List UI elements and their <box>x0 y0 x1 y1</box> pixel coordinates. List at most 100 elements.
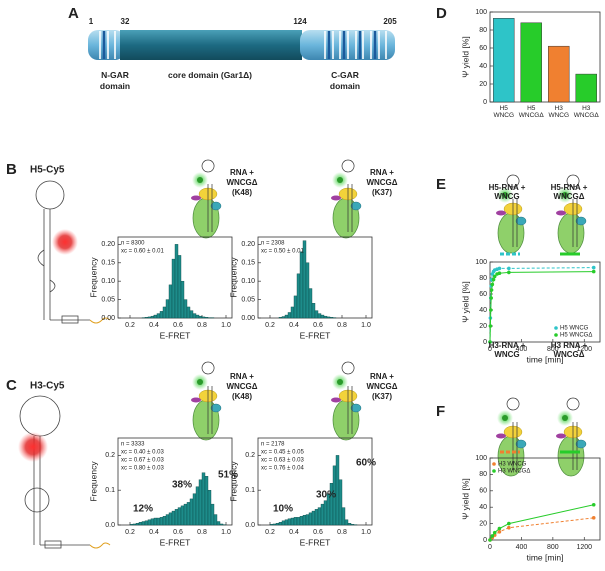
legend-label: H5 WNCG <box>560 326 589 332</box>
histogram-bar <box>177 255 182 319</box>
y-tick-label: 0.00 <box>241 315 255 322</box>
x-axis-label: time [min] <box>527 354 564 364</box>
y-tick-label: 60 <box>479 45 487 52</box>
histogram-bar <box>290 306 295 319</box>
complex-cartoon <box>190 159 222 239</box>
y-axis-label: Ψ yield [%] <box>460 281 470 323</box>
x-tick-label: 1.0 <box>361 529 371 536</box>
panel-label: F <box>436 403 445 420</box>
x-tick-label: 0.8 <box>337 529 347 536</box>
x-tick-label: 0.2 <box>265 322 275 329</box>
histogram-bar <box>293 295 298 319</box>
histogram-bar <box>308 288 313 319</box>
x-tick-label: 0.2 <box>125 529 135 536</box>
plot-frame <box>489 261 601 343</box>
y-tick-label: 0.0 <box>105 522 115 529</box>
x-tick-label: 0.8 <box>197 322 207 329</box>
x-tick-label: 0.8 <box>197 529 207 536</box>
bar <box>520 22 542 103</box>
y-tick-label: 100 <box>475 9 487 16</box>
histogram-bar <box>296 517 301 526</box>
x-axis-label: E-FRET <box>300 537 331 547</box>
histogram-bar <box>305 514 310 526</box>
histogram-bar <box>156 517 161 526</box>
histogram-bar <box>284 519 289 526</box>
plot-frame <box>489 11 601 103</box>
x-tick-label: 0.2 <box>265 529 275 536</box>
condition-header: H3-RNA + WNCG <box>488 341 526 359</box>
y-tick-label: 0.2 <box>245 452 255 459</box>
histogram-bar <box>159 517 164 526</box>
histogram-bar <box>338 479 343 526</box>
y-tick-label: 40 <box>479 63 487 70</box>
condition-label: RNA + WNCGΔ (K48) <box>226 372 258 401</box>
condition-header: H5-RNA + WNCG <box>488 183 526 201</box>
histogram-bar <box>350 524 355 526</box>
bar <box>548 45 570 103</box>
legend-marker <box>554 326 558 330</box>
histogram-bar <box>198 479 203 526</box>
histogram-bar <box>320 314 325 319</box>
blue-stripes <box>102 31 377 59</box>
x-tick-label: 1.0 <box>221 322 231 329</box>
histogram-bar <box>296 273 301 319</box>
histogram-bar <box>347 523 352 526</box>
cy5-dye <box>52 229 78 255</box>
x-tick-label: 0.2 <box>125 322 135 329</box>
series-line <box>489 504 594 541</box>
y-tick-label: 0.10 <box>241 278 255 285</box>
histogram-bar <box>186 306 191 319</box>
histogram-bar <box>308 512 313 526</box>
histogram-bar <box>153 314 158 319</box>
histogram-bar <box>165 514 170 526</box>
legend-marker <box>492 469 496 473</box>
peak-label: 10% <box>273 504 293 515</box>
annotation: xc = 0.60 ± 0.01 <box>121 249 164 255</box>
complex-cartoon <box>330 361 362 441</box>
legend-marker <box>492 462 496 466</box>
panel-label: A <box>68 5 79 22</box>
construct-name: H3-Cy5 <box>30 381 65 392</box>
position-label: 1 <box>89 17 94 26</box>
histogram-bar <box>201 316 206 319</box>
histogram-bar <box>293 517 298 526</box>
data-point <box>489 288 494 292</box>
series-line <box>489 517 594 541</box>
data-point <box>490 282 495 287</box>
histogram-bar <box>290 517 295 526</box>
histogram-bar <box>219 523 224 526</box>
histogram-bar <box>195 314 200 319</box>
y-tick-label: 0.1 <box>105 487 115 494</box>
y-tick-label: 0.2 <box>105 452 115 459</box>
y-tick-label: 0 <box>483 99 487 106</box>
legend-marker <box>554 333 558 337</box>
peak-label: 60% <box>356 458 376 469</box>
data-point <box>488 340 492 344</box>
histogram-bar <box>311 303 316 319</box>
x-tick-label: 0.4 <box>149 322 159 329</box>
x-tick-label: 0.6 <box>313 529 323 536</box>
x-axis-label: E-FRET <box>160 330 191 340</box>
histogram-bar <box>198 315 203 319</box>
histogram-bar <box>132 523 137 526</box>
y-axis-label: Frequency <box>88 461 98 502</box>
y-tick-label: 0.00 <box>101 315 115 322</box>
condition-label: RNA + WNCGΔ (K37) <box>366 168 398 197</box>
y-tick-label: 0.0 <box>245 522 255 529</box>
peak-label: 51% <box>218 470 238 481</box>
x-tick-label: H5 WNCG <box>493 105 515 119</box>
data-point <box>497 271 502 276</box>
histogram-bar <box>269 524 274 526</box>
histogram-bar <box>314 310 319 319</box>
data-point <box>591 265 596 270</box>
x-tick-label: 0 <box>488 346 492 353</box>
histogram-bar <box>207 490 212 526</box>
peak-label: 12% <box>133 504 153 515</box>
y-axis-label: Frequency <box>228 257 238 298</box>
data-point <box>488 308 493 312</box>
y-tick-label: 0.10 <box>101 278 115 285</box>
peak-label: 30% <box>316 490 336 501</box>
data-point <box>492 530 497 535</box>
dye-linker <box>89 317 111 549</box>
histogram-bar <box>129 524 134 526</box>
